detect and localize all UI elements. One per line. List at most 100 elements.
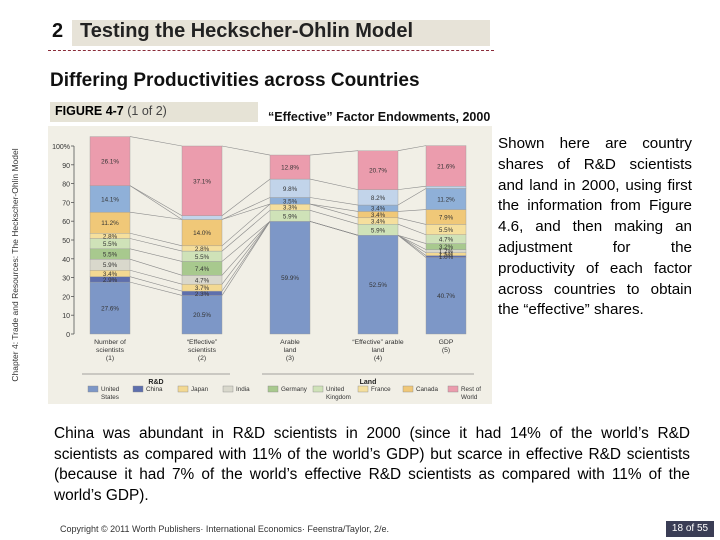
connector-line	[129, 276, 183, 292]
connector-line	[397, 217, 427, 225]
data-label: 3.2%	[439, 244, 454, 251]
y-tick-label: 50	[62, 238, 70, 245]
category-label: scientists	[188, 347, 217, 354]
connector-line	[129, 269, 183, 285]
legend-swatch	[447, 385, 459, 393]
data-label: 14.1%	[101, 196, 119, 203]
data-label: 14.0%	[193, 230, 211, 237]
conclusion-text: China was abundant in R&D scientists in …	[54, 425, 690, 504]
connector-line	[309, 203, 359, 219]
data-label: 2.9%	[103, 277, 118, 284]
data-label: 4.7%	[439, 237, 454, 244]
bar-segment	[181, 219, 223, 247]
connector-line	[397, 235, 427, 244]
connector-line	[397, 235, 427, 250]
legend-label: Kingdom	[326, 394, 351, 401]
connector-line	[221, 221, 271, 296]
connector-line	[221, 221, 271, 285]
data-label: 59.9%	[281, 275, 299, 282]
category-label: scientists	[96, 347, 125, 354]
category-label: (2)	[198, 355, 206, 362]
data-label: 11.2%	[101, 220, 119, 227]
category-label: land	[284, 347, 297, 354]
figure-label-box	[50, 102, 258, 122]
legend-label: States	[101, 394, 119, 401]
data-label: 27.6%	[101, 306, 119, 313]
category-label: Arable	[280, 339, 300, 346]
legend-label: France	[371, 386, 391, 393]
connector-line	[397, 209, 427, 212]
legend-label: Rest of	[461, 386, 481, 393]
legend-label: World	[461, 394, 478, 401]
bar-segment	[357, 235, 399, 335]
connector-line	[397, 185, 427, 190]
connector-line	[129, 185, 183, 217]
data-label: 37.1%	[193, 178, 211, 185]
data-label: 40.7%	[437, 293, 455, 300]
y-tick-label: 30	[62, 276, 70, 283]
y-tick-label: 10	[62, 313, 70, 320]
connector-line	[221, 221, 271, 262]
y-tick-label: 20	[62, 294, 70, 301]
figure-part: (1 of 2)	[127, 104, 167, 118]
category-label: “Effective”	[187, 339, 218, 346]
legend-swatch	[357, 385, 369, 393]
category-label: (3)	[286, 355, 294, 362]
connector-line	[221, 203, 271, 247]
category-label: (1)	[106, 355, 114, 362]
chapter-side-label: Chapter 4: Trade and Resources: The Heck…	[10, 148, 20, 382]
connector-line	[129, 185, 183, 220]
connector-line	[129, 232, 183, 247]
data-label: 4.7%	[195, 277, 210, 284]
connector-line	[221, 145, 271, 156]
connector-line	[221, 178, 271, 216]
data-label: 11.2%	[437, 197, 455, 204]
data-label: 3.4%	[371, 212, 386, 219]
data-label: 5.9%	[103, 262, 118, 269]
connector-line	[309, 203, 359, 212]
bar-segment	[269, 154, 311, 180]
bar-segment	[181, 295, 223, 335]
connector-line	[129, 281, 183, 296]
data-label: 1.7%	[439, 249, 454, 256]
bar-segment	[425, 257, 467, 335]
bar-segment	[181, 145, 223, 216]
legend-swatch	[132, 385, 144, 393]
data-label: 21.6%	[437, 163, 455, 170]
legend-label: United	[326, 386, 345, 393]
bar-segment	[181, 215, 223, 220]
section-number: 2	[52, 20, 64, 42]
connector-line	[129, 258, 183, 276]
figure-title: “Effective” Factor Endowments, 2000	[268, 110, 491, 124]
category-label: land	[372, 347, 385, 354]
legend-swatch	[267, 385, 279, 393]
group-label: R&D	[148, 379, 163, 386]
data-label: 5.5%	[103, 241, 118, 248]
connector-line	[129, 136, 183, 147]
connector-line	[309, 221, 359, 236]
data-label: 9.8%	[283, 186, 298, 193]
legend-swatch	[402, 385, 414, 393]
connector-line	[221, 197, 271, 220]
y-tick-label: 80	[62, 182, 70, 189]
data-label: 8.2%	[371, 195, 386, 202]
data-label: 20.5%	[193, 312, 211, 319]
legend-label: United	[101, 386, 120, 393]
data-label: 5.5%	[439, 227, 454, 234]
category-label: (4)	[374, 355, 382, 362]
connector-line	[397, 145, 427, 151]
data-label: 3.4%	[371, 219, 386, 226]
bar-segment	[269, 221, 311, 335]
legend-label: Japan	[191, 386, 209, 393]
data-label: 5.5%	[103, 252, 118, 259]
data-label: 1.5%	[439, 252, 454, 259]
data-label: 3.4%	[371, 206, 386, 213]
copyright-footer: Copyright © 2011 Worth Publishers· Inter…	[60, 524, 389, 534]
connector-line	[129, 211, 183, 220]
bar-segment	[89, 185, 131, 213]
legend-swatch	[312, 385, 324, 393]
data-label: 3.7%	[195, 285, 210, 292]
slide-title: Testing the Heckscher-Ohlin Model	[80, 20, 414, 42]
data-label: 2.8%	[103, 233, 118, 240]
y-tick-label: 40	[62, 257, 70, 264]
